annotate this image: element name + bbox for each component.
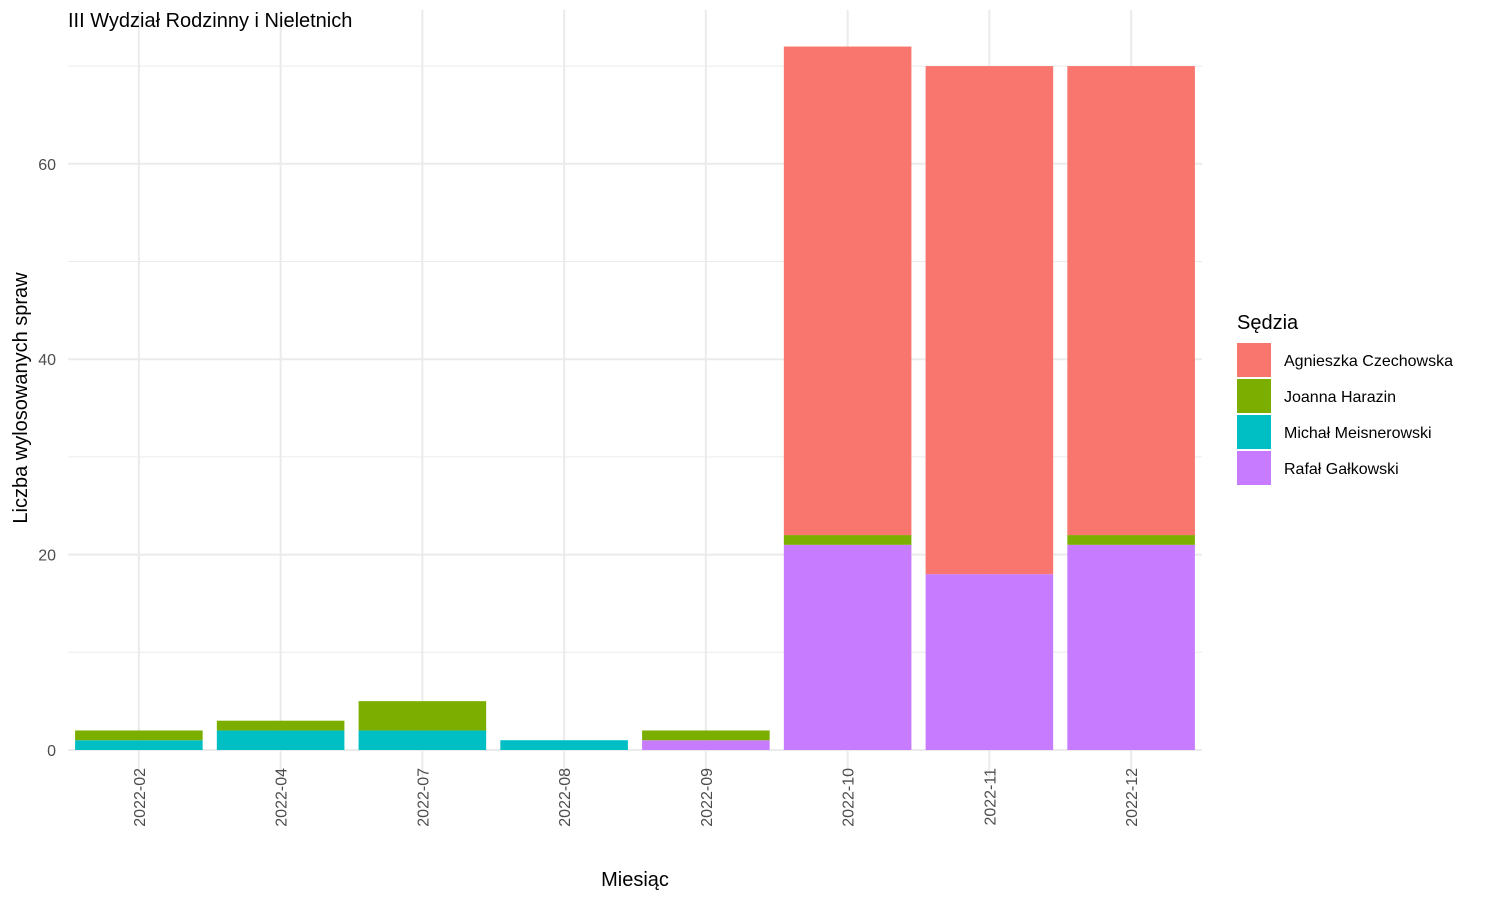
bar-segment [500, 740, 628, 750]
bar-segment [358, 701, 487, 731]
legend-swatch [1237, 451, 1271, 485]
y-tick-label: 20 [38, 548, 56, 565]
legend-label: Michał Meisnerowski [1284, 425, 1432, 442]
y-tick-label: 0 [47, 743, 56, 760]
bar-segment [216, 720, 345, 731]
bar-segment [1067, 66, 1195, 536]
bar-segment [358, 730, 487, 750]
x-axis-label: Miesiąc [601, 869, 669, 891]
y-axis-ticks: 0 20 40 60 [38, 157, 56, 760]
bars [75, 46, 1195, 750]
bar-segment [783, 544, 912, 750]
legend-swatch [1237, 343, 1271, 377]
bar-segment [1067, 535, 1195, 545]
x-tick-label: 2022-10 [841, 768, 858, 827]
x-tick-label: 2022-09 [699, 768, 716, 827]
bar-segment [925, 574, 1054, 750]
bar-segment [642, 740, 770, 750]
y-tick-label: 60 [38, 157, 56, 174]
x-tick-label: 2022-02 [132, 768, 149, 827]
legend-label: Rafał Gałkowski [1284, 461, 1399, 478]
legend-swatch [1237, 415, 1271, 449]
y-tick-label: 40 [38, 352, 56, 369]
legend-items: Agnieszka Czechowska Joanna Harazin Michał… [1237, 343, 1453, 485]
x-tick-label: 2022-12 [1124, 768, 1141, 827]
legend: Sędzia Agnieszka Czechowska Joanna Harazi… [1237, 312, 1453, 485]
legend-swatch [1237, 379, 1271, 413]
bar-segment [1067, 544, 1195, 750]
chart-title: III Wydział Rodzinny i Nieletnich [68, 10, 352, 32]
bar-segment [783, 535, 912, 545]
bar-segment [216, 730, 345, 750]
bar-segment [75, 730, 203, 741]
bar-segment [925, 66, 1054, 575]
x-tick-label: 2022-04 [274, 768, 291, 827]
bar-segment [783, 46, 912, 536]
bar-segment [75, 740, 203, 750]
x-axis-ticks: 2022-02 2022-04 2022-07 2022-08 2022-09 2022-… [132, 768, 1141, 827]
x-tick-label: 2022-11 [982, 768, 999, 826]
x-tick-label: 2022-07 [415, 768, 432, 827]
bar-segment [642, 730, 770, 741]
legend-label: Joanna Harazin [1284, 389, 1396, 406]
x-tick-label: 2022-08 [557, 768, 574, 827]
y-axis-label: Liczba wylosowanych spraw [10, 272, 32, 524]
legend-title: Sędzia [1237, 312, 1299, 334]
legend-label: Agnieszka Czechowska [1284, 353, 1453, 370]
